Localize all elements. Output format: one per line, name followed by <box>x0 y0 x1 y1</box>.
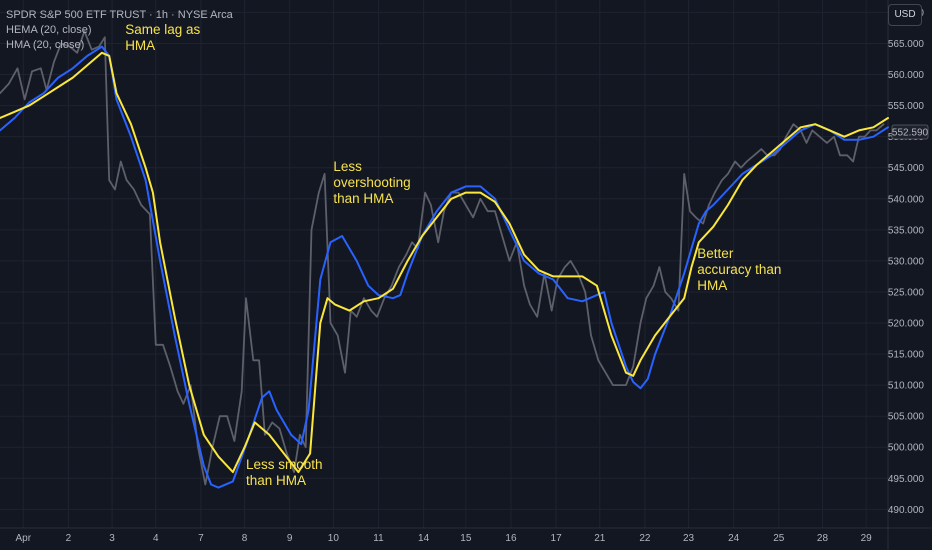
annotation-line: Less smooth <box>246 457 323 472</box>
symbol-title[interactable]: SPDR S&P 500 ETF TRUST · 1h · NYSE Arca <box>6 9 233 21</box>
time-tick-label: 25 <box>773 533 785 544</box>
price-tick-label: 525.000 <box>888 287 925 298</box>
hema-indicator-label[interactable]: HEMA (20, close) <box>6 24 92 36</box>
time-tick-label: 8 <box>242 533 248 544</box>
price-tick-label: 495.000 <box>888 474 925 485</box>
time-tick-label: 28 <box>817 533 829 544</box>
price-tick-label: 490.000 <box>888 505 925 516</box>
price-tick-label: 500.000 <box>888 443 925 454</box>
last-price-tag: 552.590 <box>891 124 929 140</box>
hma-series-line <box>0 51 889 474</box>
time-tick-label: 14 <box>418 533 430 544</box>
time-tick-label: 23 <box>683 533 695 544</box>
time-axis[interactable]: Apr 2 3 4 7 8 9 10 11 14 15 16 17 21 22 23 24 25 28 29 <box>16 533 873 544</box>
currency-button[interactable]: USD <box>888 4 922 26</box>
annotation-line: than HMA <box>246 473 306 488</box>
time-tick-label: 3 <box>109 533 115 544</box>
time-tick-label: 7 <box>198 533 204 544</box>
price-tick-label: 545.000 <box>888 163 925 174</box>
price-tick-label: 530.000 <box>888 256 925 267</box>
price-tick-label: 540.000 <box>888 194 925 205</box>
annotation-line: HMA <box>697 278 727 293</box>
annotation-line: overshooting <box>333 175 410 190</box>
price-tick-label: 535.000 <box>888 225 925 236</box>
time-tick-label: 9 <box>287 533 293 544</box>
annotation-line: HMA <box>125 38 155 53</box>
annotation-line: Less <box>333 159 362 174</box>
series-layer <box>0 30 889 489</box>
price-tick-label: 560.000 <box>888 70 925 81</box>
price-tick-label: 520.000 <box>888 319 925 330</box>
time-tick-label: 29 <box>861 533 873 544</box>
time-tick-label: 17 <box>551 533 563 544</box>
time-tick-label: 10 <box>328 533 340 544</box>
time-tick-label: 16 <box>505 533 517 544</box>
price-tick-label: 510.000 <box>888 381 925 392</box>
price-tick-label: 505.000 <box>888 412 925 423</box>
time-tick-label: 21 <box>594 533 606 544</box>
time-tick-label: 2 <box>66 533 72 544</box>
annotation-line: Better <box>697 246 734 261</box>
time-tick-label: 15 <box>460 533 472 544</box>
price-tick-label: 555.000 <box>888 101 925 112</box>
price-tick-label: 565.000 <box>888 39 925 50</box>
time-tick-label: 22 <box>639 533 651 544</box>
hma-indicator-label[interactable]: HMA (20, close) <box>6 39 85 51</box>
last-price-label: 552.590 <box>892 128 929 139</box>
price-tick-label: 515.000 <box>888 350 925 361</box>
price-axis[interactable]: 570.000565.000560.000555.000550.000545.0… <box>888 8 925 516</box>
annotation-line: accuracy than <box>697 262 781 277</box>
annotation-line: than HMA <box>333 191 393 206</box>
time-tick-label: 11 <box>373 533 384 544</box>
hema-series-line <box>0 45 889 489</box>
chart-legend: SPDR S&P 500 ETF TRUST · 1h · NYSE Arca … <box>6 8 233 53</box>
time-tick-label: 24 <box>728 533 740 544</box>
time-tick-label: Apr <box>16 533 32 544</box>
annotation-line: Same lag as <box>125 22 200 37</box>
time-tick-label: 4 <box>153 533 159 544</box>
